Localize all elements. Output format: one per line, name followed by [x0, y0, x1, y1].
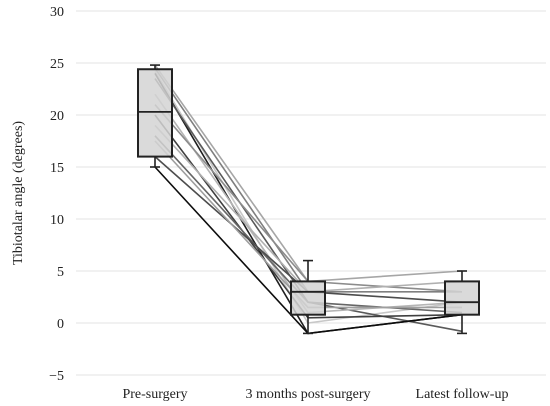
y-axis-title: Tibiotalar angle (degrees) [11, 121, 26, 265]
box-plot [444, 270, 480, 335]
x-category-labels: Pre-surgery 3 months post-surgery Latest f… [122, 387, 508, 402]
box-iqr [290, 280, 326, 316]
patient-line [154, 67, 462, 293]
y-tick-label: 20 [50, 109, 64, 124]
grid-lines [76, 10, 546, 376]
box-plot [290, 259, 326, 335]
box-iqr [137, 68, 173, 158]
y-tick-label: 10 [50, 213, 64, 228]
patient-line [154, 64, 463, 283]
y-tick-label: 15 [50, 161, 64, 176]
box-plots [137, 64, 480, 335]
y-tick-label: 0 [57, 317, 64, 332]
y-tick-label: 30 [50, 5, 64, 20]
y-tick-label: −5 [49, 369, 64, 384]
x-category-label: 3 months post-surgery [246, 387, 371, 402]
y-tick-label: 5 [57, 265, 64, 280]
box-plot [137, 64, 173, 168]
x-category-label: Pre-surgery [122, 387, 187, 402]
x-category-label: Latest follow-up [416, 387, 509, 402]
y-tick-label: 25 [50, 57, 64, 72]
box-iqr [444, 280, 480, 316]
y-tick-labels: 30 25 20 15 10 5 0 −5 [49, 5, 64, 384]
